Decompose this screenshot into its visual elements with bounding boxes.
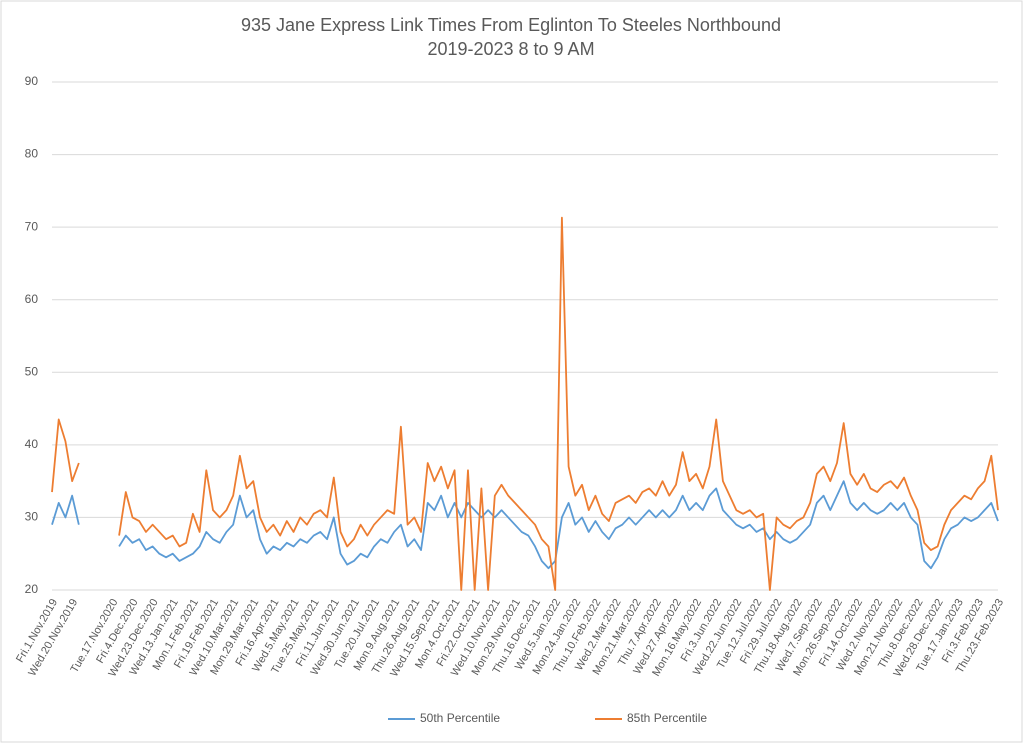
legend-label: 85th Percentile <box>627 711 707 725</box>
plot-lines <box>51 216 999 591</box>
chart-subtitle: 2019-2023 8 to 9 AM <box>427 39 594 59</box>
y-tick-label: 20 <box>25 582 39 596</box>
chart-title: 935 Jane Express Link Times From Eglinto… <box>241 15 781 35</box>
series-line <box>51 494 80 525</box>
y-tick-label: 30 <box>25 510 39 524</box>
y-tick-label: 80 <box>25 147 39 161</box>
grid: 20 30 40 50 60 70 80 90 <box>25 74 998 596</box>
y-tick-label: 50 <box>25 364 39 378</box>
y-tick-label: 90 <box>25 74 39 88</box>
series-line <box>118 480 999 570</box>
legend-label: 50th Percentile <box>420 711 500 725</box>
y-tick-label: 40 <box>25 437 39 451</box>
series-line <box>51 418 80 493</box>
y-tick-label: 60 <box>25 292 39 306</box>
y-tick-label: 70 <box>25 219 39 233</box>
legend: 50th Percentile 85th Percentile <box>388 711 707 725</box>
series-line <box>118 216 999 591</box>
